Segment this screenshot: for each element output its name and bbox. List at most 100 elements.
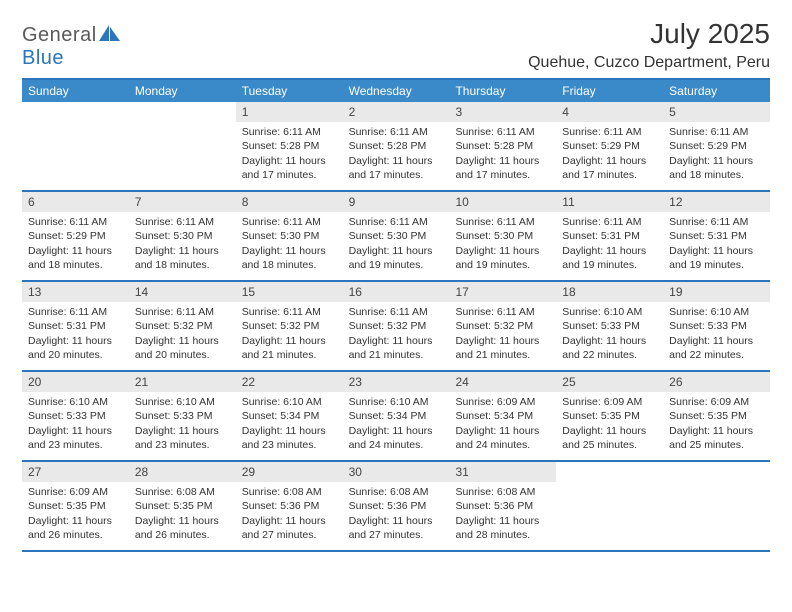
- brand-text: General Blue: [22, 24, 121, 70]
- day-number: 3: [449, 102, 556, 122]
- day-body: Sunrise: 6:11 AMSunset: 5:29 PMDaylight:…: [22, 212, 129, 278]
- daylight-text: Daylight: 11 hours and 18 minutes.: [135, 244, 230, 272]
- sunset-text: Sunset: 5:30 PM: [349, 229, 444, 243]
- day-cell: 21Sunrise: 6:10 AMSunset: 5:33 PMDayligh…: [129, 372, 236, 460]
- daylight-text: Daylight: 11 hours and 17 minutes.: [562, 154, 657, 182]
- day-cell: 19Sunrise: 6:10 AMSunset: 5:33 PMDayligh…: [663, 282, 770, 370]
- sunrise-text: Sunrise: 6:11 AM: [242, 125, 337, 139]
- day-body: Sunrise: 6:11 AMSunset: 5:28 PMDaylight:…: [343, 122, 450, 188]
- sunset-text: Sunset: 5:30 PM: [455, 229, 550, 243]
- daylight-text: Daylight: 11 hours and 24 minutes.: [349, 424, 444, 452]
- daylight-text: Daylight: 11 hours and 21 minutes.: [349, 334, 444, 362]
- day-cell: 18Sunrise: 6:10 AMSunset: 5:33 PMDayligh…: [556, 282, 663, 370]
- day-cell: 2Sunrise: 6:11 AMSunset: 5:28 PMDaylight…: [343, 102, 450, 190]
- day-number: 12: [663, 192, 770, 212]
- daylight-text: Daylight: 11 hours and 19 minutes.: [455, 244, 550, 272]
- day-number: 30: [343, 462, 450, 482]
- sunrise-text: Sunrise: 6:11 AM: [455, 215, 550, 229]
- day-body: Sunrise: 6:11 AMSunset: 5:32 PMDaylight:…: [449, 302, 556, 368]
- day-cell: [22, 102, 129, 190]
- sunset-text: Sunset: 5:29 PM: [28, 229, 123, 243]
- day-number: 15: [236, 282, 343, 302]
- day-cell: 6Sunrise: 6:11 AMSunset: 5:29 PMDaylight…: [22, 192, 129, 280]
- brand-word-1: General: [22, 24, 97, 46]
- day-number: 10: [449, 192, 556, 212]
- sunset-text: Sunset: 5:35 PM: [135, 499, 230, 513]
- sunset-text: Sunset: 5:33 PM: [135, 409, 230, 423]
- day-cell: 7 Sunrise: 6:11 AMSunset: 5:30 PMDaylight…: [129, 192, 236, 280]
- day-cell: 9Sunrise: 6:11 AMSunset: 5:30 PMDaylight…: [343, 192, 450, 280]
- day-number: 7: [129, 192, 236, 212]
- day-number: 9: [343, 192, 450, 212]
- day-number: 24: [449, 372, 556, 392]
- day-number: 31: [449, 462, 556, 482]
- sunset-text: Sunset: 5:30 PM: [135, 229, 230, 243]
- day-cell: 14Sunrise: 6:11 AMSunset: 5:32 PMDayligh…: [129, 282, 236, 370]
- sunrise-text: Sunrise: 6:11 AM: [135, 215, 230, 229]
- day-cell: 5Sunrise: 6:11 AMSunset: 5:29 PMDaylight…: [663, 102, 770, 190]
- location-subtitle: Quehue, Cuzco Department, Peru: [528, 54, 770, 72]
- day-cell: 4Sunrise: 6:11 AMSunset: 5:29 PMDaylight…: [556, 102, 663, 190]
- daylight-text: Daylight: 11 hours and 27 minutes.: [242, 514, 337, 542]
- sunrise-text: Sunrise: 6:08 AM: [242, 485, 337, 499]
- sunset-text: Sunset: 5:32 PM: [349, 319, 444, 333]
- day-cell: [556, 462, 663, 550]
- day-number: 26: [663, 372, 770, 392]
- day-number: 28: [129, 462, 236, 482]
- day-body: Sunrise: 6:08 AMSunset: 5:36 PMDaylight:…: [236, 482, 343, 548]
- sunrise-text: Sunrise: 6:11 AM: [349, 125, 444, 139]
- day-number: 2: [343, 102, 450, 122]
- sunrise-text: Sunrise: 6:11 AM: [562, 215, 657, 229]
- day-body: Sunrise: 6:08 AMSunset: 5:36 PMDaylight:…: [449, 482, 556, 548]
- daylight-text: Daylight: 11 hours and 18 minutes.: [28, 244, 123, 272]
- sunset-text: Sunset: 5:29 PM: [669, 139, 764, 153]
- day-cell: 30Sunrise: 6:08 AMSunset: 5:36 PMDayligh…: [343, 462, 450, 550]
- day-number: 14: [129, 282, 236, 302]
- day-body: Sunrise: 6:11 AMSunset: 5:28 PMDaylight:…: [449, 122, 556, 188]
- sunrise-text: Sunrise: 6:10 AM: [135, 395, 230, 409]
- daylight-text: Daylight: 11 hours and 28 minutes.: [455, 514, 550, 542]
- day-body: Sunrise: 6:11 AMSunset: 5:32 PMDaylight:…: [236, 302, 343, 368]
- week-row: 27Sunrise: 6:09 AMSunset: 5:35 PMDayligh…: [22, 462, 770, 552]
- day-number: 29: [236, 462, 343, 482]
- day-body: Sunrise: 6:08 AMSunset: 5:36 PMDaylight:…: [343, 482, 450, 548]
- sunset-text: Sunset: 5:29 PM: [562, 139, 657, 153]
- day-number: 22: [236, 372, 343, 392]
- sunset-text: Sunset: 5:33 PM: [28, 409, 123, 423]
- sunset-text: Sunset: 5:28 PM: [242, 139, 337, 153]
- day-body: Sunrise: 6:11 AMSunset: 5:29 PMDaylight:…: [556, 122, 663, 188]
- sunset-text: Sunset: 5:32 PM: [135, 319, 230, 333]
- day-number: 27: [22, 462, 129, 482]
- brand-sail-icon: [99, 25, 121, 41]
- sunrise-text: Sunrise: 6:09 AM: [28, 485, 123, 499]
- daylight-text: Daylight: 11 hours and 26 minutes.: [135, 514, 230, 542]
- sunrise-text: Sunrise: 6:10 AM: [349, 395, 444, 409]
- sunrise-text: Sunrise: 6:11 AM: [135, 305, 230, 319]
- weekday-header: Sunday: [22, 80, 129, 102]
- day-body: Sunrise: 6:11 AMSunset: 5:32 PMDaylight:…: [129, 302, 236, 368]
- weekday-header: Wednesday: [343, 80, 450, 102]
- day-body: Sunrise: 6:11 AMSunset: 5:28 PMDaylight:…: [236, 122, 343, 188]
- sunrise-text: Sunrise: 6:11 AM: [669, 125, 764, 139]
- sunset-text: Sunset: 5:33 PM: [669, 319, 764, 333]
- day-cell: [663, 462, 770, 550]
- sunset-text: Sunset: 5:35 PM: [669, 409, 764, 423]
- day-cell: 17Sunrise: 6:11 AMSunset: 5:32 PMDayligh…: [449, 282, 556, 370]
- daylight-text: Daylight: 11 hours and 20 minutes.: [28, 334, 123, 362]
- sunset-text: Sunset: 5:32 PM: [242, 319, 337, 333]
- sunrise-text: Sunrise: 6:11 AM: [28, 305, 123, 319]
- day-body: Sunrise: 6:10 AMSunset: 5:33 PMDaylight:…: [22, 392, 129, 458]
- day-cell: [129, 102, 236, 190]
- day-number: 1: [236, 102, 343, 122]
- sunrise-text: Sunrise: 6:08 AM: [455, 485, 550, 499]
- day-body: Sunrise: 6:11 AMSunset: 5:30 PMDaylight:…: [236, 212, 343, 278]
- brand-logo: General Blue: [22, 18, 121, 70]
- day-body: Sunrise: 6:10 AMSunset: 5:34 PMDaylight:…: [343, 392, 450, 458]
- sunrise-text: Sunrise: 6:11 AM: [562, 125, 657, 139]
- sunset-text: Sunset: 5:33 PM: [562, 319, 657, 333]
- day-body: Sunrise: 6:11 AMSunset: 5:31 PMDaylight:…: [22, 302, 129, 368]
- day-body: Sunrise: 6:10 AMSunset: 5:34 PMDaylight:…: [236, 392, 343, 458]
- day-cell: 25Sunrise: 6:09 AMSunset: 5:35 PMDayligh…: [556, 372, 663, 460]
- day-cell: 16Sunrise: 6:11 AMSunset: 5:32 PMDayligh…: [343, 282, 450, 370]
- day-cell: 15Sunrise: 6:11 AMSunset: 5:32 PMDayligh…: [236, 282, 343, 370]
